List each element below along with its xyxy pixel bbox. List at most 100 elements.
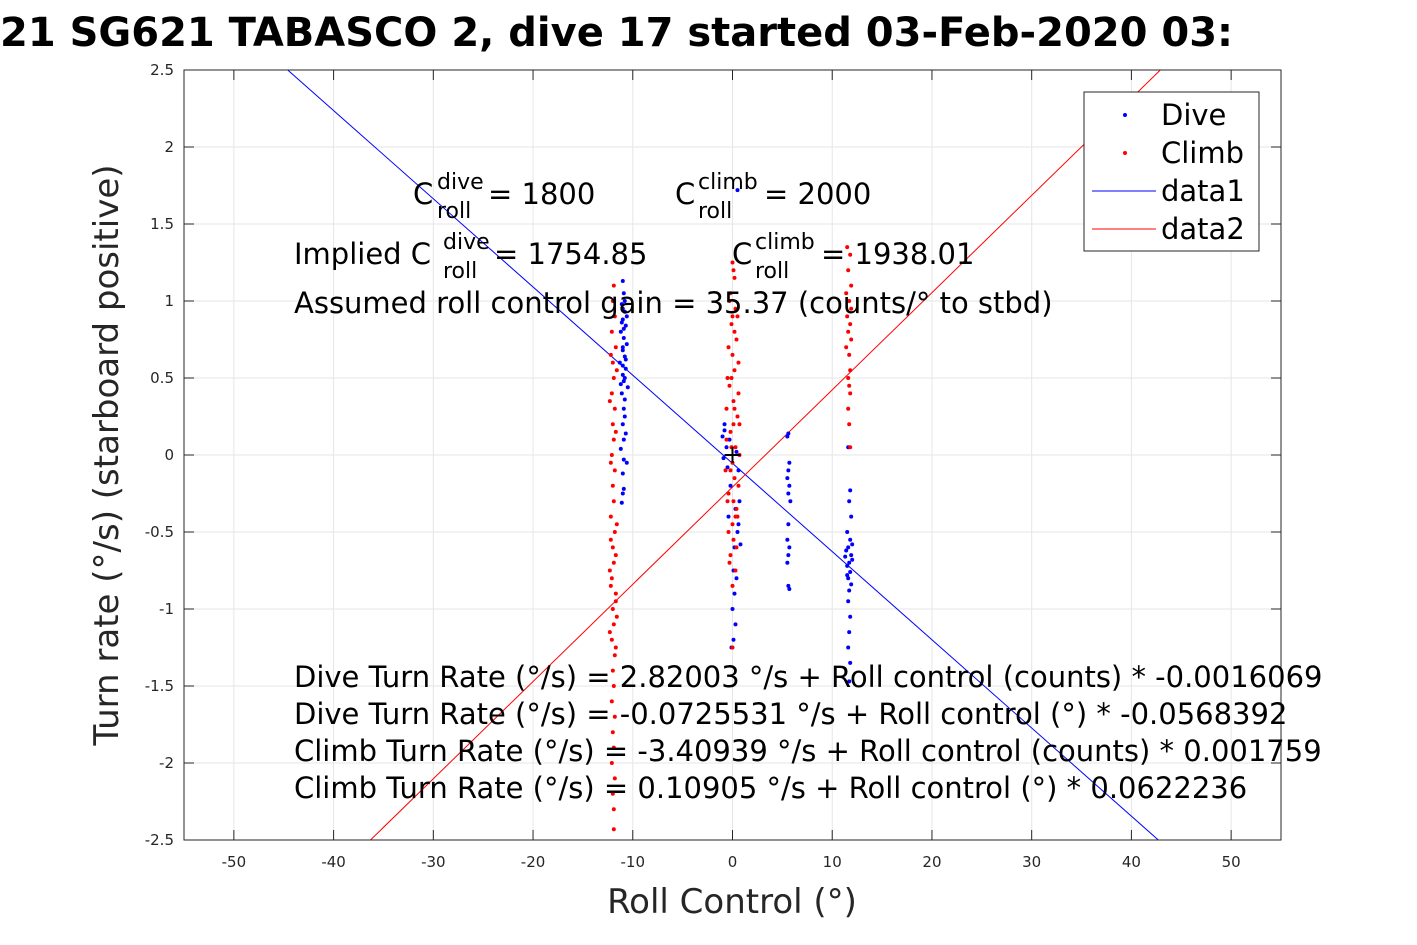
point-climb (848, 391, 853, 396)
point-climb (844, 345, 849, 350)
point-dive (622, 309, 627, 314)
fit-line-3: Climb Turn Rate (°/s) = -3.40939 °/s + R… (294, 734, 1322, 768)
point-dive (846, 576, 851, 581)
point-climb (732, 406, 737, 411)
point-climb (736, 391, 741, 396)
point-climb (610, 668, 615, 673)
point-climb (614, 522, 619, 527)
point-climb (733, 568, 738, 573)
x-tick-label: 0 (728, 853, 738, 871)
point-dive (623, 357, 628, 362)
point-dive (621, 437, 626, 442)
axis-ticks (184, 69, 1281, 841)
point-dive (788, 499, 793, 504)
point-climb (610, 791, 615, 796)
point-dive (846, 545, 851, 550)
y-tick-label: 0.5 (150, 369, 174, 387)
point-climb (609, 761, 614, 765)
point-dive (847, 630, 852, 635)
point-dive (726, 514, 731, 519)
point-climb (607, 399, 612, 404)
fit-lines (287, 70, 1161, 840)
point-dive (617, 360, 622, 365)
point-dive (735, 530, 740, 534)
implied-dive-sub: roll (443, 259, 477, 284)
point-climb (732, 329, 737, 334)
point-climb (608, 460, 613, 465)
point-dive (731, 637, 736, 642)
fit-line-1: Dive Turn Rate (°/s) = 2.82003 °/s + Rol… (294, 660, 1322, 694)
point-climb (611, 437, 616, 442)
x-tick-label: -40 (321, 853, 346, 871)
point-dive (848, 570, 853, 575)
x-tick-label: -30 (421, 853, 446, 871)
point-climb (613, 645, 618, 650)
point-dive (724, 445, 729, 450)
point-dive (622, 414, 627, 419)
point-climb (733, 445, 738, 450)
point-climb (846, 376, 851, 380)
point-dive (621, 406, 626, 411)
fit-line-4: Climb Turn Rate (°/s) = 0.10905 °/s + Ro… (294, 771, 1247, 805)
point-climb (732, 368, 737, 373)
y-tick-label: 1.5 (150, 215, 174, 233)
point-dive (725, 465, 730, 470)
point-dive (620, 372, 625, 377)
point-dive (620, 348, 625, 353)
x-tick-label: -20 (521, 853, 546, 871)
point-climb (610, 299, 615, 303)
implied-climb-base: C (732, 237, 752, 271)
point-dive (624, 314, 629, 319)
point-climb (846, 268, 851, 273)
point-dive (738, 542, 743, 547)
point-climb (846, 406, 851, 411)
y-tick-label: 0 (164, 446, 174, 464)
point-dive (622, 397, 627, 402)
point-dive (734, 576, 739, 581)
point-climb (728, 429, 733, 434)
point-dive (727, 437, 732, 442)
c-climb-sup: climb (698, 170, 758, 195)
point-climb (611, 499, 616, 504)
point-climb (607, 568, 612, 573)
point-climb (847, 422, 852, 427)
point-dive (618, 382, 623, 387)
implied-dive-value: = 1754.85 (494, 237, 647, 271)
implied-prefix: Implied C (294, 237, 431, 271)
x-tick-label: 20 (922, 853, 941, 871)
point-climb (734, 337, 739, 342)
x-tick-label: 10 (823, 853, 842, 871)
point-dive (847, 588, 852, 593)
point-dive (620, 422, 625, 427)
point-climb (609, 329, 614, 334)
point-climb (845, 314, 850, 319)
point-dive (737, 499, 742, 504)
y-tick-label: 2.5 (150, 61, 174, 79)
point-climb (728, 291, 733, 296)
y-tick-label: 2 (164, 138, 174, 156)
x-axis-label: Roll Control (°) (607, 882, 857, 922)
point-climb (608, 537, 613, 542)
point-climb (737, 422, 742, 427)
point-climb (731, 537, 736, 542)
point-dive (849, 582, 854, 587)
point-dive (847, 560, 852, 565)
point-climb (847, 352, 852, 357)
point-climb (847, 383, 852, 388)
point-climb (730, 260, 735, 265)
legend-data2-label: data2 (1161, 212, 1245, 246)
gain-annotation: Assumed roll control gain = 35.37 (count… (294, 286, 1053, 320)
point-dive (786, 522, 791, 527)
point-dive (622, 299, 627, 303)
point-dive (623, 323, 628, 328)
point-dive (787, 483, 792, 488)
point-climb (612, 530, 617, 534)
point-dive (787, 586, 792, 591)
point-dive (848, 537, 853, 542)
point-climb (849, 306, 854, 311)
point-climb (727, 383, 732, 388)
fit-line-2: Dive Turn Rate (°/s) = -0.0725531 °/s + … (294, 697, 1287, 731)
point-climb (610, 545, 615, 550)
point-climb (609, 453, 614, 457)
point-dive (849, 514, 854, 519)
